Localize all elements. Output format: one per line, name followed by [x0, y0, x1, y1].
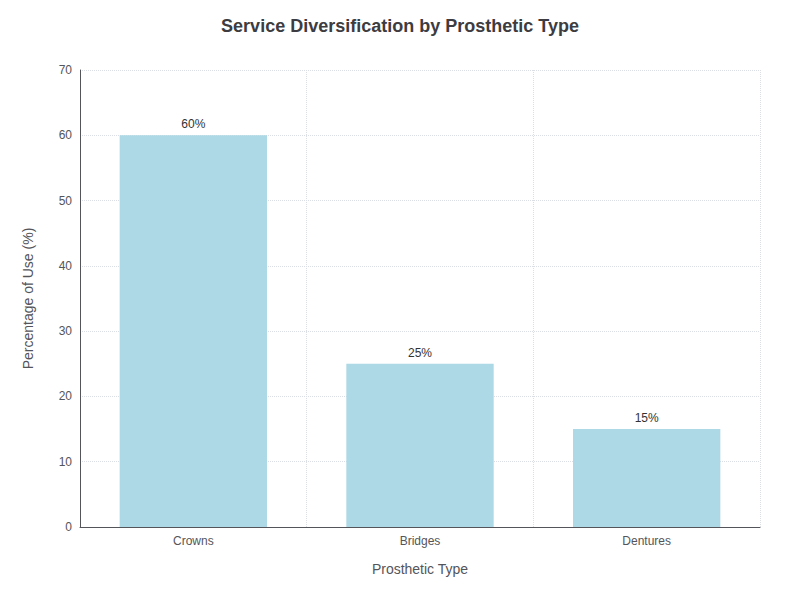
svg-text:Service Diversification by Pro: Service Diversification by Prosthetic Ty…	[221, 16, 579, 36]
svg-text:70: 70	[59, 63, 73, 77]
svg-text:Dentures: Dentures	[622, 534, 671, 548]
svg-text:60%: 60%	[181, 117, 205, 131]
svg-text:Crowns: Crowns	[173, 534, 214, 548]
svg-text:30: 30	[59, 324, 73, 338]
svg-text:Bridges: Bridges	[400, 534, 441, 548]
svg-text:10: 10	[59, 455, 73, 469]
svg-text:25%: 25%	[408, 346, 432, 360]
svg-text:15%: 15%	[635, 411, 659, 425]
svg-text:0: 0	[65, 520, 72, 534]
svg-text:Percentage of Use (%): Percentage of Use (%)	[20, 228, 36, 370]
svg-text:40: 40	[59, 259, 73, 273]
svg-text:20: 20	[59, 389, 73, 403]
svg-text:50: 50	[59, 194, 73, 208]
svg-text:60: 60	[59, 128, 73, 142]
svg-text:Prosthetic Type: Prosthetic Type	[372, 561, 468, 577]
